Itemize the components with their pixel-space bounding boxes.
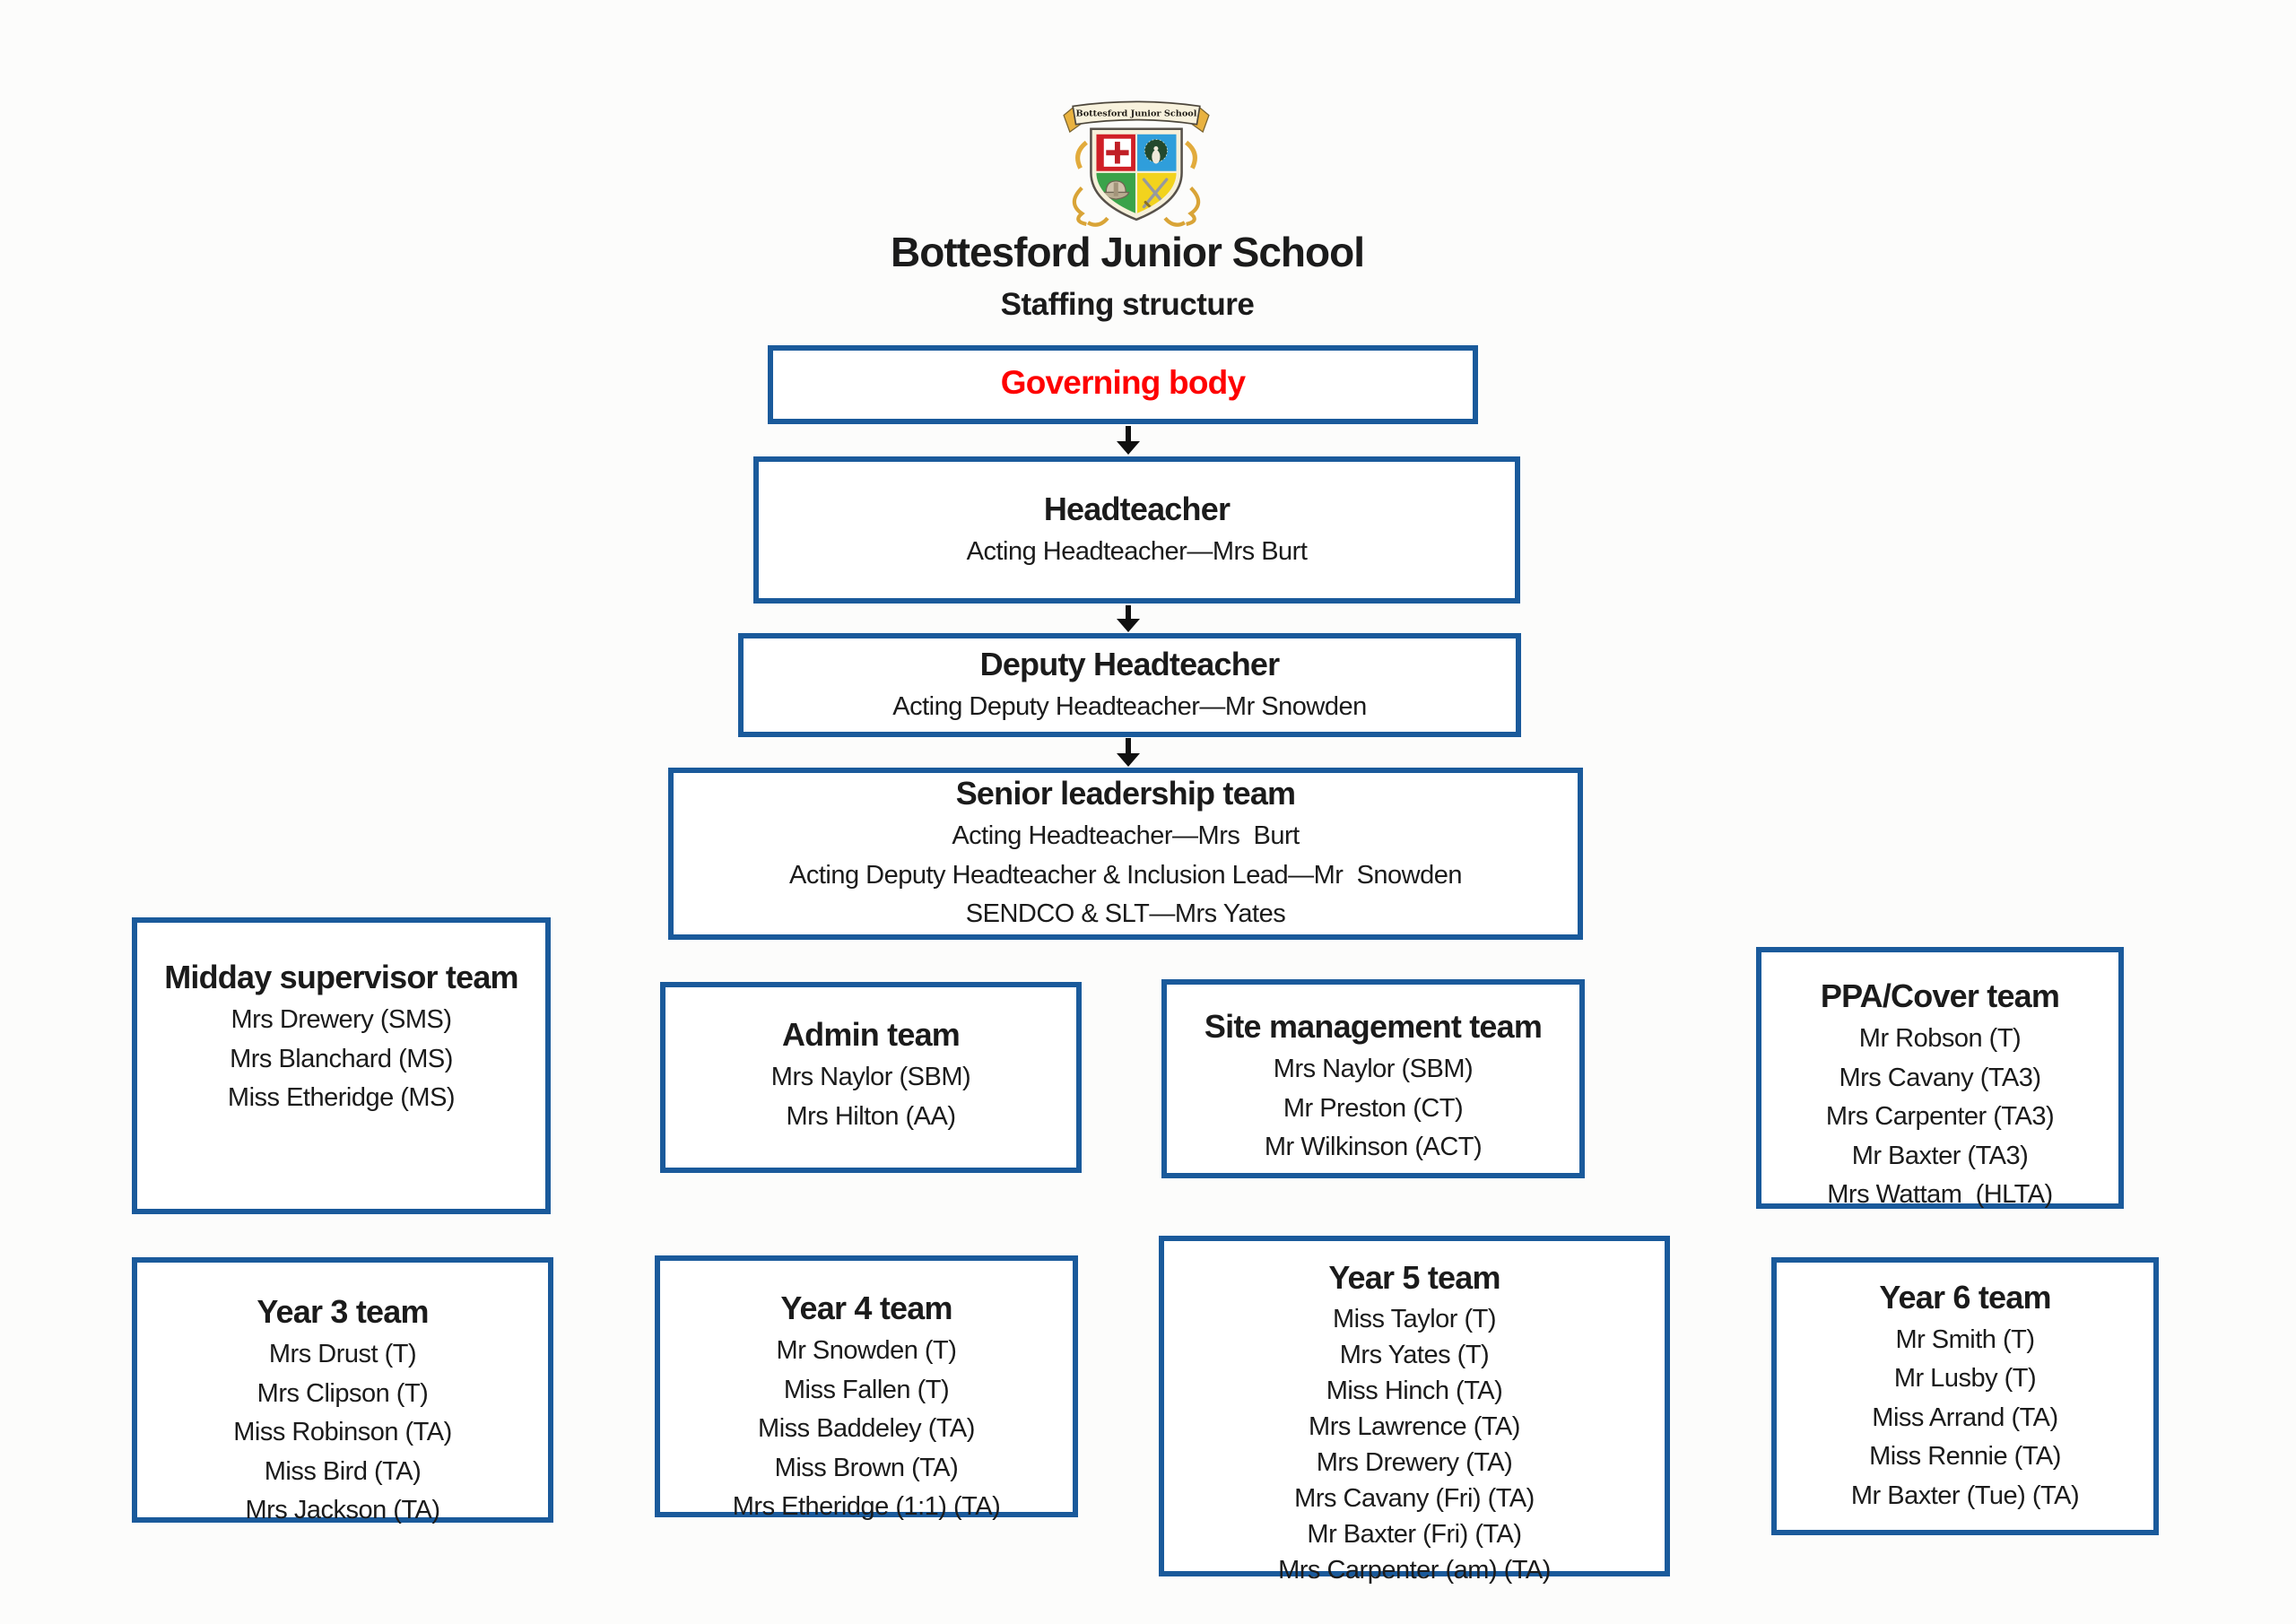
team-member: Mr Lusby (T) [1893,1364,2037,1394]
team-member: Acting Headteacher—Mrs Burt [952,821,1300,851]
team-member: Mr Snowden (T) [776,1336,957,1365]
ppa-cover-team-title: PPA/Cover team [1820,977,2060,1014]
team-member: Miss Fallen (T) [783,1375,950,1404]
team-member: Mrs Drewery (SMS) [230,1005,452,1034]
site-management-team-title: Site management team [1204,1008,1543,1045]
crest-banner-text: Bottesford Junior School [1076,109,1197,118]
senior-leadership-team-title: Senior leadership team [955,775,1296,812]
team-member: Miss Hinch (TA) [1326,1376,1503,1406]
arrow-tip [1117,441,1140,455]
team-member: Acting Deputy Headteacher & Inclusion Le… [789,860,1463,890]
team-member: Mrs Carpenter (am) (TA) [1278,1556,1551,1585]
year-4-team-box: Year 4 team Mr Snowden (T) Miss Fallen (T… [655,1255,1078,1521]
team-member: Mrs Naylor (SBM) [1273,1055,1474,1083]
midday-supervisor-team-title: Midday supervisor team [164,959,518,995]
school-crest: Bottesford Junior School [1060,99,1213,229]
team-member: Miss Arrand (TA) [1872,1403,2058,1432]
down-arrow-icon [1117,738,1140,767]
team-member: Mrs Wattam (HLTA) [1827,1180,2053,1209]
ppa-cover-team-box: PPA/Cover team Mr Robson (T) Mrs Cavany (… [1756,947,2124,1209]
headteacher-box: Headteacher Acting Headteacher—Mrs Burt [753,456,1520,604]
page-title: Bottesford Junior School [891,229,1365,275]
site-management-team-box: Site management team Mrs Naylor (SBM) Mr … [1161,979,1585,1178]
year-6-team-title: Year 6 team [1879,1278,2051,1316]
team-member: Mrs Drewery (TA) [1316,1448,1513,1478]
page-subtitle: Staffing structure [1000,287,1255,322]
headteacher-members: Acting Headteacher—Mrs Burt [967,533,1308,572]
down-arrow-icon [1117,605,1140,632]
governing-body-box: Governing body [768,345,1478,424]
admin-team-members: Mrs Naylor (SBM) Mrs Hilton (AA) [770,1058,971,1136]
year-6-team-members: Mr Smith (T) Mr Lusby (T) Miss Arrand (TA)… [1850,1321,2080,1516]
admin-team-box: Admin team Mrs Naylor (SBM) Mrs Hilton (A… [660,982,1082,1173]
team-member: Miss Taylor (T) [1332,1305,1497,1333]
team-member: SENDCO & SLT—Mrs Yates [965,899,1286,929]
team-member: Miss Baddeley (TA) [758,1414,975,1443]
team-member: Mr Baxter (Fri) (TA) [1307,1520,1522,1550]
team-member: Mr Preston (CT) [1283,1093,1464,1123]
team-member: Mrs Jackson (TA) [245,1496,440,1524]
midday-supervisor-team-box: Midday supervisor team Mrs Drewery (SMS)… [132,917,551,1214]
arrow-shaft [1126,738,1131,754]
deputy-headteacher-box: Deputy Headteacher Acting Deputy Headtea… [738,633,1521,737]
team-member: Mrs Cavany (TA3) [1839,1063,2041,1092]
year-4-team-title: Year 4 team [780,1290,952,1326]
team-member: Miss Bird (TA) [264,1456,422,1486]
year-3-team-title: Year 3 team [257,1293,429,1330]
admin-team-title: Admin team [781,1016,961,1053]
headteacher-title: Headteacher [1043,490,1231,527]
year-4-team-members: Mr Snowden (T) Miss Fallen (T) Miss Baddel… [732,1332,1001,1527]
down-arrow-icon [1117,426,1140,455]
team-member: Mr Baxter (TA3) [1851,1141,2029,1170]
midday-supervisor-team-members: Mrs Drewery (SMS) Mrs Blanchard (MS) Miss … [227,1001,456,1118]
team-member: Miss Etheridge (MS) [227,1083,456,1112]
team-member: Mrs Drust (T) [268,1340,417,1368]
team-member: Acting Headteacher—Mrs Burt [966,536,1308,566]
year-3-team-box: Year 3 team Mrs Drust (T) Mrs Clipson (T)… [132,1257,553,1524]
crest-graphic: Bottesford Junior School [1063,100,1210,227]
year-6-team-box: Year 6 team Mr Smith (T) Mr Lusby (T) Miss… [1771,1257,2159,1535]
team-member: Mr Baxter (Tue) (TA) [1850,1481,2080,1510]
governing-body-title: Governing body [1000,363,1246,401]
arrow-tip [1117,753,1140,767]
team-member: Mrs Clipson (T) [257,1378,429,1408]
arrow-shaft [1126,426,1131,442]
year-5-team-members: Miss Taylor (T) Mrs Yates (T) Miss Hinch (… [1278,1301,1551,1588]
team-member: Mrs Yates (T) [1339,1341,1490,1370]
deputy-headteacher-title: Deputy Headteacher [979,645,1281,682]
team-member: Mrs Hilton (AA) [786,1101,956,1131]
ppa-cover-team-members: Mr Robson (T) Mrs Cavany (TA3) Mrs Carpent… [1825,1020,2055,1215]
team-member: Mrs Lawrence (TA) [1309,1412,1520,1442]
team-member: Miss Brown (TA) [774,1453,959,1482]
year-5-team-title: Year 5 team [1328,1259,1500,1296]
team-member: Mrs Blanchard (MS) [230,1044,453,1073]
site-management-team-members: Mrs Naylor (SBM) Mr Preston (CT) Mr Wilkin… [1264,1050,1483,1168]
team-member: Miss Robinson (TA) [233,1418,452,1446]
team-member: Mr Smith (T) [1895,1324,2035,1354]
senior-leadership-team-box: Senior leadership team Acting Headteache… [668,768,1583,940]
year-5-team-box: Year 5 team Miss Taylor (T) Mrs Yates (T)… [1159,1236,1670,1585]
team-member: Acting Deputy Headteacher—Mr Snowden [892,691,1367,721]
year-3-team-members: Mrs Drust (T) Mrs Clipson (T) Miss Robinso… [233,1335,452,1531]
team-member: Miss Rennie (TA) [1869,1442,2061,1472]
arrow-shaft [1126,605,1131,620]
senior-leadership-team-members: Acting Headteacher—Mrs Burt Acting Deputy… [789,817,1463,934]
arrow-tip [1117,619,1140,632]
team-member: Mr Wilkinson (ACT) [1264,1133,1483,1161]
team-member: Mrs Etheridge (1:1) (TA) [732,1492,1001,1521]
deputy-headteacher-members: Acting Deputy Headteacher—Mr Snowden [892,688,1367,727]
team-member: Mr Robson (T) [1858,1024,2022,1053]
team-member: Mrs Cavany (Fri) (TA) [1294,1484,1535,1514]
team-member: Mrs Carpenter (TA3) [1825,1102,2055,1131]
team-member: Mrs Naylor (SBM) [770,1063,971,1091]
